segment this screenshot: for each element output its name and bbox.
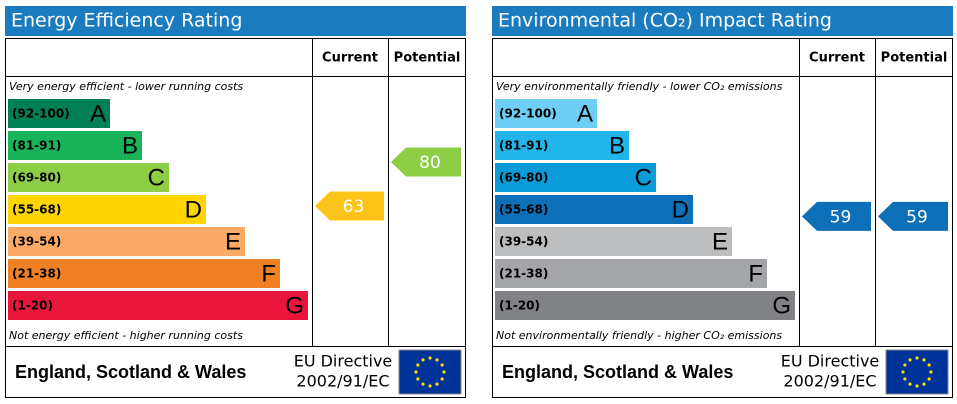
eu-star	[428, 384, 432, 388]
eu-star	[927, 377, 931, 381]
eu-star	[428, 356, 432, 360]
eu-star	[414, 370, 418, 374]
rating-band	[8, 195, 206, 224]
eu-star	[435, 358, 439, 362]
band-range: (39-54)	[499, 235, 548, 249]
title-bar	[492, 6, 953, 36]
band-range: (21-38)	[12, 267, 61, 281]
eu-star	[915, 384, 919, 388]
rating-band	[8, 259, 280, 288]
rating-band	[8, 99, 110, 128]
band-range: (69-80)	[499, 171, 548, 185]
column-header: Potential	[394, 51, 461, 66]
eu-star	[440, 377, 444, 381]
eu-star	[440, 363, 444, 367]
rating-arrow	[878, 201, 948, 231]
eu-star	[421, 382, 425, 386]
band-letter: G	[772, 292, 791, 319]
band-letter: C	[148, 164, 165, 191]
eu-star	[435, 382, 439, 386]
band-letter: B	[609, 132, 625, 159]
band-range: (55-68)	[499, 203, 548, 217]
band-letter: C	[635, 164, 652, 191]
band-range: (69-80)	[12, 171, 61, 185]
rating-arrow	[315, 191, 384, 221]
rating-band	[495, 163, 656, 192]
rating-band	[495, 291, 795, 320]
rating-value: 59	[830, 207, 852, 227]
eu-star	[915, 356, 919, 360]
rating-band	[495, 131, 629, 160]
eu-star	[901, 370, 905, 374]
bottom-note: Not energy efficient - higher running co…	[9, 329, 243, 342]
band-letter: F	[261, 260, 276, 287]
rating-arrow	[391, 147, 461, 177]
eu-star	[903, 363, 907, 367]
eu-star	[908, 382, 912, 386]
eu-star	[929, 370, 933, 374]
band-letter: E	[225, 228, 241, 255]
top-note: Very environmentally friendly - lower CO…	[496, 80, 783, 93]
band-letter: B	[122, 132, 138, 159]
band-range: (92-100)	[499, 107, 557, 121]
panel-box	[5, 38, 466, 398]
directive-line: 2002/91/EC	[296, 372, 389, 391]
eu-star	[416, 363, 420, 367]
rating-band	[495, 99, 597, 128]
eu-star	[927, 363, 931, 367]
eu-star	[416, 377, 420, 381]
column-header: Potential	[881, 51, 948, 66]
panel-box	[492, 38, 953, 398]
rating-band	[8, 291, 308, 320]
band-letter: D	[185, 196, 202, 223]
band-range: (1-20)	[12, 299, 53, 313]
region-label: England, Scotland & Wales	[15, 362, 246, 382]
band-range: (81-91)	[12, 139, 61, 153]
rating-value: 63	[343, 197, 365, 217]
panel-title: Energy Efficiency Rating	[11, 10, 242, 32]
eu-star	[421, 358, 425, 362]
rating-band	[8, 131, 142, 160]
top-note: Very energy efficient - lower running co…	[9, 80, 243, 93]
eu-star	[922, 358, 926, 362]
rating-band	[8, 227, 245, 256]
band-range: (92-100)	[12, 107, 70, 121]
band-letter: A	[577, 100, 593, 127]
band-range: (39-54)	[12, 235, 61, 249]
region-label: England, Scotland & Wales	[502, 362, 733, 382]
rating-panel: Environmental (CO₂) Impact Rating Current…	[492, 6, 953, 398]
band-letter: D	[672, 196, 689, 223]
directive-line: EU Directive	[294, 352, 393, 371]
eu-star	[922, 382, 926, 386]
panel-title: Environmental (CO₂) Impact Rating	[498, 10, 832, 32]
band-letter: A	[90, 100, 106, 127]
rating-value: 59	[906, 207, 928, 227]
directive-line: EU Directive	[781, 352, 880, 371]
rating-panel: Energy Efficiency Rating Current Potential…	[5, 6, 466, 398]
column-header: Current	[809, 51, 865, 66]
directive-line: 2002/91/EC	[783, 372, 876, 391]
rating-arrow	[802, 201, 871, 231]
rating-band	[495, 259, 767, 288]
bottom-note: Not environmentally friendly - higher CO…	[496, 329, 782, 342]
band-letter: F	[748, 260, 763, 287]
eu-star	[442, 370, 446, 374]
rating-band	[8, 163, 169, 192]
title-bar	[5, 6, 466, 36]
rating-value: 80	[419, 153, 441, 173]
column-header: Current	[322, 51, 378, 66]
band-range: (55-68)	[12, 203, 61, 217]
band-range: (21-38)	[499, 267, 548, 281]
rating-band	[495, 195, 693, 224]
band-range: (1-20)	[499, 299, 540, 313]
eu-star	[908, 358, 912, 362]
eu-star	[903, 377, 907, 381]
band-letter: E	[712, 228, 728, 255]
rating-band	[495, 227, 732, 256]
band-letter: G	[285, 292, 304, 319]
band-range: (81-91)	[499, 139, 548, 153]
